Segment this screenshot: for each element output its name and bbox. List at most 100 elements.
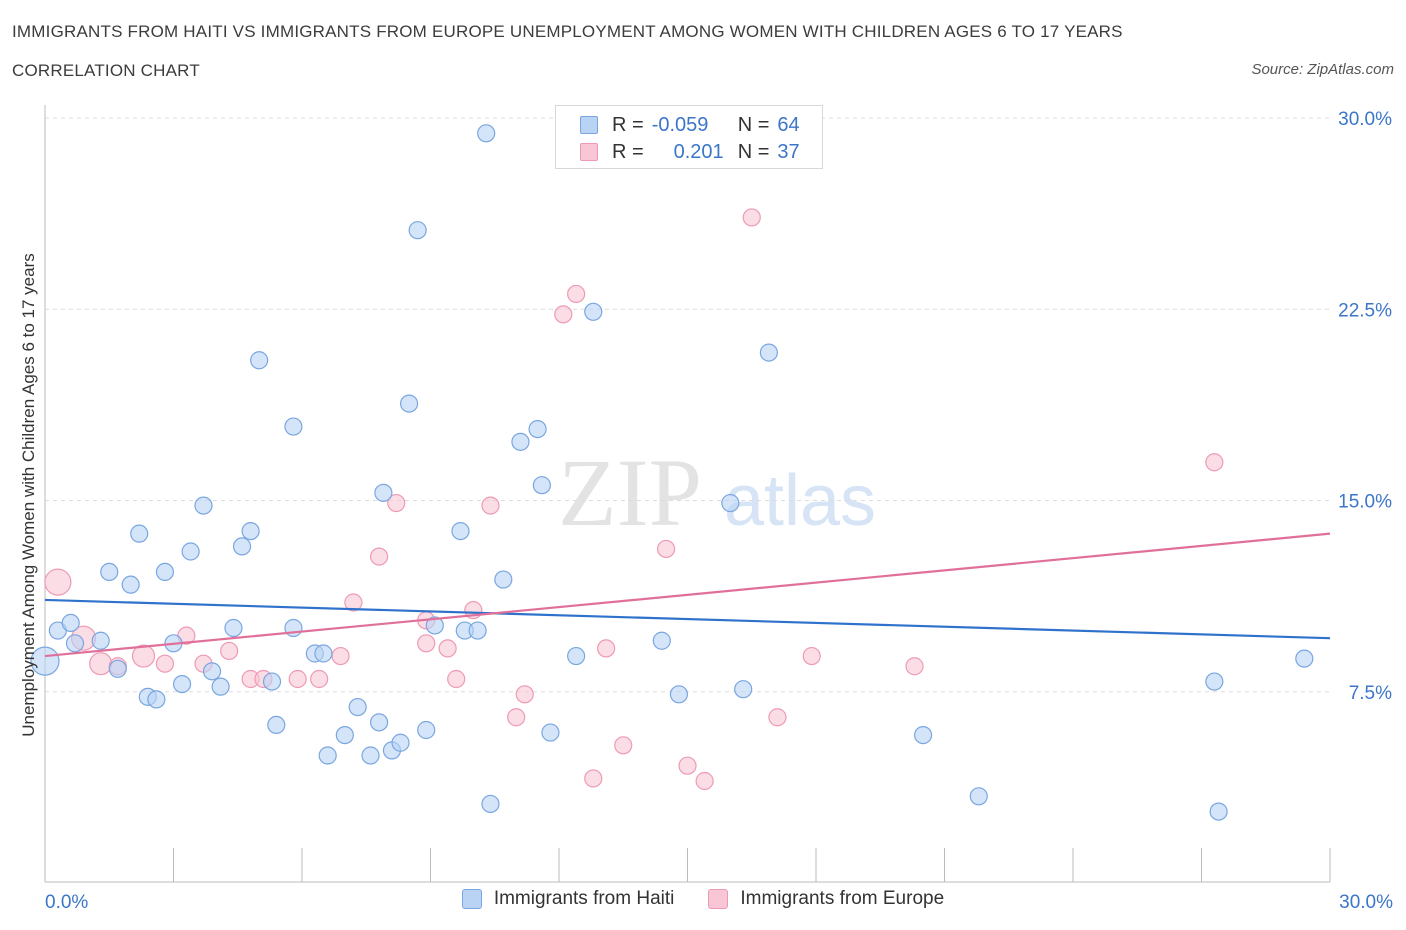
haiti-point <box>314 644 333 663</box>
europe-point <box>89 652 113 676</box>
haiti-point <box>468 621 487 640</box>
europe-point <box>567 284 586 304</box>
haiti-point <box>361 746 380 765</box>
haiti-point <box>494 570 513 589</box>
europe-point <box>481 496 500 515</box>
haiti-point <box>734 680 753 699</box>
europe-point <box>438 639 457 658</box>
haiti-point <box>374 483 393 502</box>
legend-item-europe: Immigrants from Europe <box>708 888 944 910</box>
legend-label-europe: Immigrants from Europe <box>740 888 945 909</box>
haiti-point <box>318 746 337 765</box>
haiti-point <box>969 787 988 806</box>
europe-point <box>584 769 603 788</box>
europe-point <box>695 771 714 791</box>
legend-n-value: 37 <box>777 140 800 163</box>
haiti-point <box>417 720 436 740</box>
haiti-point <box>370 713 389 732</box>
europe-legend-swatch <box>708 889 729 909</box>
x-tick-label: 30.0% <box>1339 892 1393 913</box>
europe-point <box>802 646 821 666</box>
europe-point <box>447 669 466 689</box>
europe-point <box>768 708 787 727</box>
legend-label-haiti: Immigrants from Haiti <box>493 888 675 909</box>
europe-point <box>220 641 239 661</box>
haiti-point <box>391 733 410 752</box>
haiti-legend-swatch <box>461 889 482 909</box>
haiti-point <box>408 221 427 240</box>
europe-point <box>742 208 761 227</box>
legend-r-value: 0.201 <box>673 140 724 163</box>
legend-n-label: N = <box>737 113 770 136</box>
haiti-point <box>451 521 470 541</box>
stats-legend: R = -0.059 N = 64 R = 0.201 N = 37 <box>555 105 823 169</box>
haiti-point <box>652 631 671 650</box>
haiti-point <box>335 725 354 745</box>
haiti-point <box>477 124 496 143</box>
europe-point <box>288 669 307 689</box>
y-tick-label: 7.5% <box>1349 683 1392 704</box>
haiti-point <box>241 521 260 541</box>
europe-point <box>155 654 175 673</box>
y-axis-label: Unemployment Among Women with Children A… <box>19 253 38 737</box>
europe-point <box>131 644 156 668</box>
legend-r-value: -0.059 <box>651 113 709 136</box>
haiti-point <box>284 417 303 436</box>
europe-point <box>344 593 363 612</box>
haiti-point <box>121 575 140 594</box>
legend-r-label: R = <box>612 140 644 163</box>
europe-point <box>656 539 676 559</box>
x-tick-label: 0.0% <box>45 892 88 913</box>
haiti-point <box>481 794 500 814</box>
haiti-point <box>30 646 60 676</box>
series-legend: Immigrants from Haiti Immigrants from Eu… <box>0 888 1406 910</box>
haiti-point <box>262 672 282 691</box>
europe-point <box>507 708 526 727</box>
haiti-point <box>1295 649 1314 668</box>
haiti-point <box>224 618 243 638</box>
haiti-point <box>669 685 689 704</box>
haiti-point <box>100 562 119 582</box>
haiti-point <box>511 432 530 451</box>
haiti-point <box>532 476 551 495</box>
haiti-point <box>172 674 192 694</box>
haiti-point <box>721 493 740 513</box>
europe-point <box>417 634 436 653</box>
haiti-point <box>250 351 269 370</box>
series-haiti-points <box>30 124 1314 821</box>
haiti-point <box>541 723 560 742</box>
haiti-swatch <box>580 116 598 134</box>
haiti-point <box>91 631 110 650</box>
europe-point <box>370 547 389 566</box>
legend-n-value: 64 <box>777 113 800 136</box>
source-label: Source: ZipAtlas.com <box>1251 61 1394 78</box>
haiti-point <box>147 690 166 709</box>
haiti-point <box>232 537 252 556</box>
haiti-point <box>108 659 127 678</box>
europe-swatch <box>580 143 598 161</box>
haiti-point <box>61 613 80 633</box>
haiti-point <box>348 697 367 717</box>
europe-point <box>331 646 350 666</box>
europe-point <box>387 493 406 513</box>
europe-point <box>310 669 329 689</box>
haiti-point <box>194 496 213 515</box>
haiti-point <box>399 394 419 413</box>
haiti-point <box>567 646 586 666</box>
europe-trend-line <box>44 532 1331 658</box>
haiti-point <box>181 542 200 561</box>
y-tick-label: 15.0% <box>1338 492 1392 513</box>
series-europe-points <box>44 208 1224 791</box>
haiti-point <box>202 662 222 681</box>
haiti-trend-line <box>44 598 1331 640</box>
haiti-point <box>130 524 149 543</box>
haiti-point <box>267 715 286 735</box>
watermark-zip: ZIP <box>558 439 702 546</box>
haiti-point <box>155 562 175 582</box>
europe-point <box>1205 453 1224 472</box>
haiti-point <box>759 343 778 362</box>
haiti-point <box>584 302 603 321</box>
tick-labels: 7.5% 15.0% 22.5% 30.0% 0.0% 30.0% <box>45 109 1393 913</box>
y-tick-label: 22.5% <box>1338 300 1392 321</box>
